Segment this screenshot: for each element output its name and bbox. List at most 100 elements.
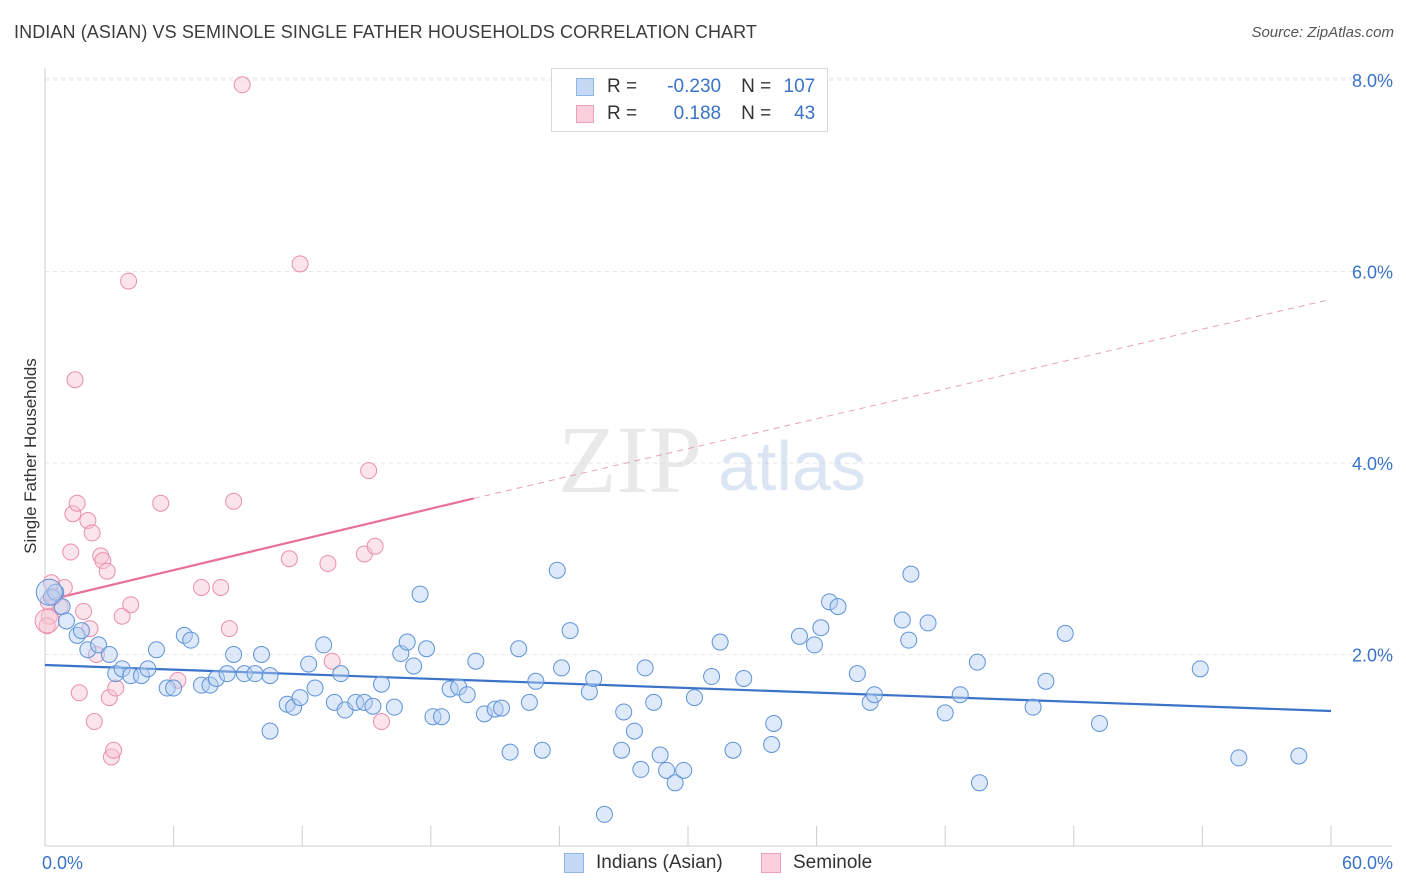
seminole-point	[62, 543, 80, 561]
indians-asian-point	[398, 633, 416, 651]
indians-asian-point	[100, 646, 118, 663]
indians-asian-point	[625, 722, 643, 740]
indians-asian-point	[548, 561, 566, 579]
axes	[44, 68, 1392, 847]
indians-asian-point	[666, 774, 684, 792]
watermark-atlas: atlas	[718, 427, 866, 505]
indians-asian-point	[300, 655, 318, 673]
indians-asian-point	[475, 705, 493, 723]
seminole-point	[38, 617, 56, 635]
bottom-legend-swatch-blue	[564, 853, 584, 873]
indians-asian-point	[970, 774, 988, 792]
indians-asian-point	[724, 741, 742, 759]
seminole-point	[366, 537, 384, 555]
indians-asian-point	[820, 593, 838, 611]
seminole-point	[83, 524, 101, 542]
seminole-point	[66, 371, 84, 389]
indians-asian-point	[651, 746, 669, 764]
indians-asian-point	[685, 689, 703, 707]
indians-asian-point	[486, 700, 504, 718]
y-tick-labels: 2.0% 4.0% 6.0% 8.0%	[1352, 71, 1393, 666]
indians-asian-point	[182, 631, 200, 649]
indians-asian-point	[510, 640, 528, 658]
legend-n-label: N =	[741, 103, 772, 124]
seminole-trend-line	[44, 497, 474, 602]
seminole-point	[107, 679, 125, 697]
indians-asian-point	[285, 698, 303, 716]
source-label: Source: ZipAtlas.com	[1251, 24, 1394, 41]
indians-asian-point	[711, 633, 729, 651]
indians-asian-point	[936, 704, 954, 722]
indians-asian-point	[246, 665, 264, 683]
indians-asian-point	[812, 619, 830, 637]
x-tick-label: 60.0%	[1342, 853, 1393, 873]
indians-asian-point	[580, 683, 598, 701]
seminole-point	[42, 574, 60, 592]
legend-row-seminole: R = 0.188 N = 43	[576, 101, 815, 127]
indians-asian-point	[1230, 749, 1248, 767]
bottom-legend-indians-asian: Indians (Asian)	[564, 852, 723, 874]
seminole-point	[233, 76, 251, 94]
indians-asian-point	[261, 722, 279, 740]
legend-r-label: R =	[607, 76, 638, 97]
indians-asian-point	[501, 743, 519, 761]
x-tick-label: 0.0%	[42, 853, 83, 873]
indians-asian-point	[347, 693, 365, 711]
indians-asian-point	[385, 698, 403, 716]
indians-asian-point	[902, 565, 920, 583]
legend-r-label: R =	[607, 103, 638, 124]
indians-asian-point	[441, 680, 459, 698]
seminole-point	[85, 713, 103, 731]
indians-asian-trend-line	[44, 663, 1332, 713]
indians-asian-point	[467, 652, 485, 670]
seminole-point	[323, 652, 341, 670]
indians-asian-point	[848, 665, 866, 683]
indians-asian-point	[900, 631, 918, 649]
indians-asian-point	[763, 736, 781, 754]
legend-r-value: -0.230	[667, 76, 722, 97]
seminole-point	[280, 550, 298, 568]
seminole-point	[55, 578, 73, 596]
seminole-point	[192, 578, 210, 596]
indians-asian-point	[201, 676, 219, 694]
indians-asian-point	[306, 679, 324, 697]
seminole-trend-extension	[473, 298, 1332, 499]
y-tick-label: 8.0%	[1352, 71, 1393, 91]
indians-asian-point	[765, 714, 783, 732]
bottom-legend-swatch-pink	[761, 853, 781, 873]
indians-asian-point	[632, 760, 650, 778]
indians-asian-point	[411, 585, 429, 603]
seminole-point	[34, 608, 60, 634]
indians-asian-point	[615, 703, 633, 721]
indians-asian-point	[735, 669, 753, 687]
indians-asian-point	[291, 689, 309, 707]
legend-n-value: 43	[794, 103, 816, 124]
seminole-point	[122, 596, 140, 614]
indians-asian-point	[1037, 672, 1055, 690]
y-tick-label: 2.0%	[1352, 646, 1393, 666]
seminole-points	[34, 76, 391, 766]
indians-asian-point	[433, 708, 451, 726]
indians-asian-point	[355, 693, 373, 711]
indians-asian-point	[533, 741, 551, 759]
indians-asian-point	[373, 675, 391, 693]
indians-asian-point	[72, 622, 90, 640]
indians-asian-point	[165, 679, 183, 697]
legend-swatch-blue	[576, 78, 594, 96]
chart-title: INDIAN (ASIAN) VS SEMINOLE SINGLE FATHER…	[14, 22, 758, 42]
indians-asian-point	[829, 598, 847, 616]
seminole-point	[373, 713, 391, 731]
seminole-point	[100, 689, 118, 707]
gridlines	[45, 77, 1392, 655]
bottom-legend: Indians (Asian) Seminole	[0, 852, 1406, 878]
seminole-point	[291, 255, 309, 273]
indians-asian-point	[315, 636, 333, 654]
y-tick-label: 4.0%	[1352, 454, 1393, 474]
seminole-point	[212, 578, 230, 596]
indians-asian-point	[951, 686, 969, 704]
indians-asian-point	[893, 611, 911, 629]
seminole-point	[98, 562, 116, 580]
indians-asian-point	[645, 693, 663, 711]
legend-swatch-pink	[576, 105, 594, 123]
indians-asian-point	[493, 699, 511, 717]
